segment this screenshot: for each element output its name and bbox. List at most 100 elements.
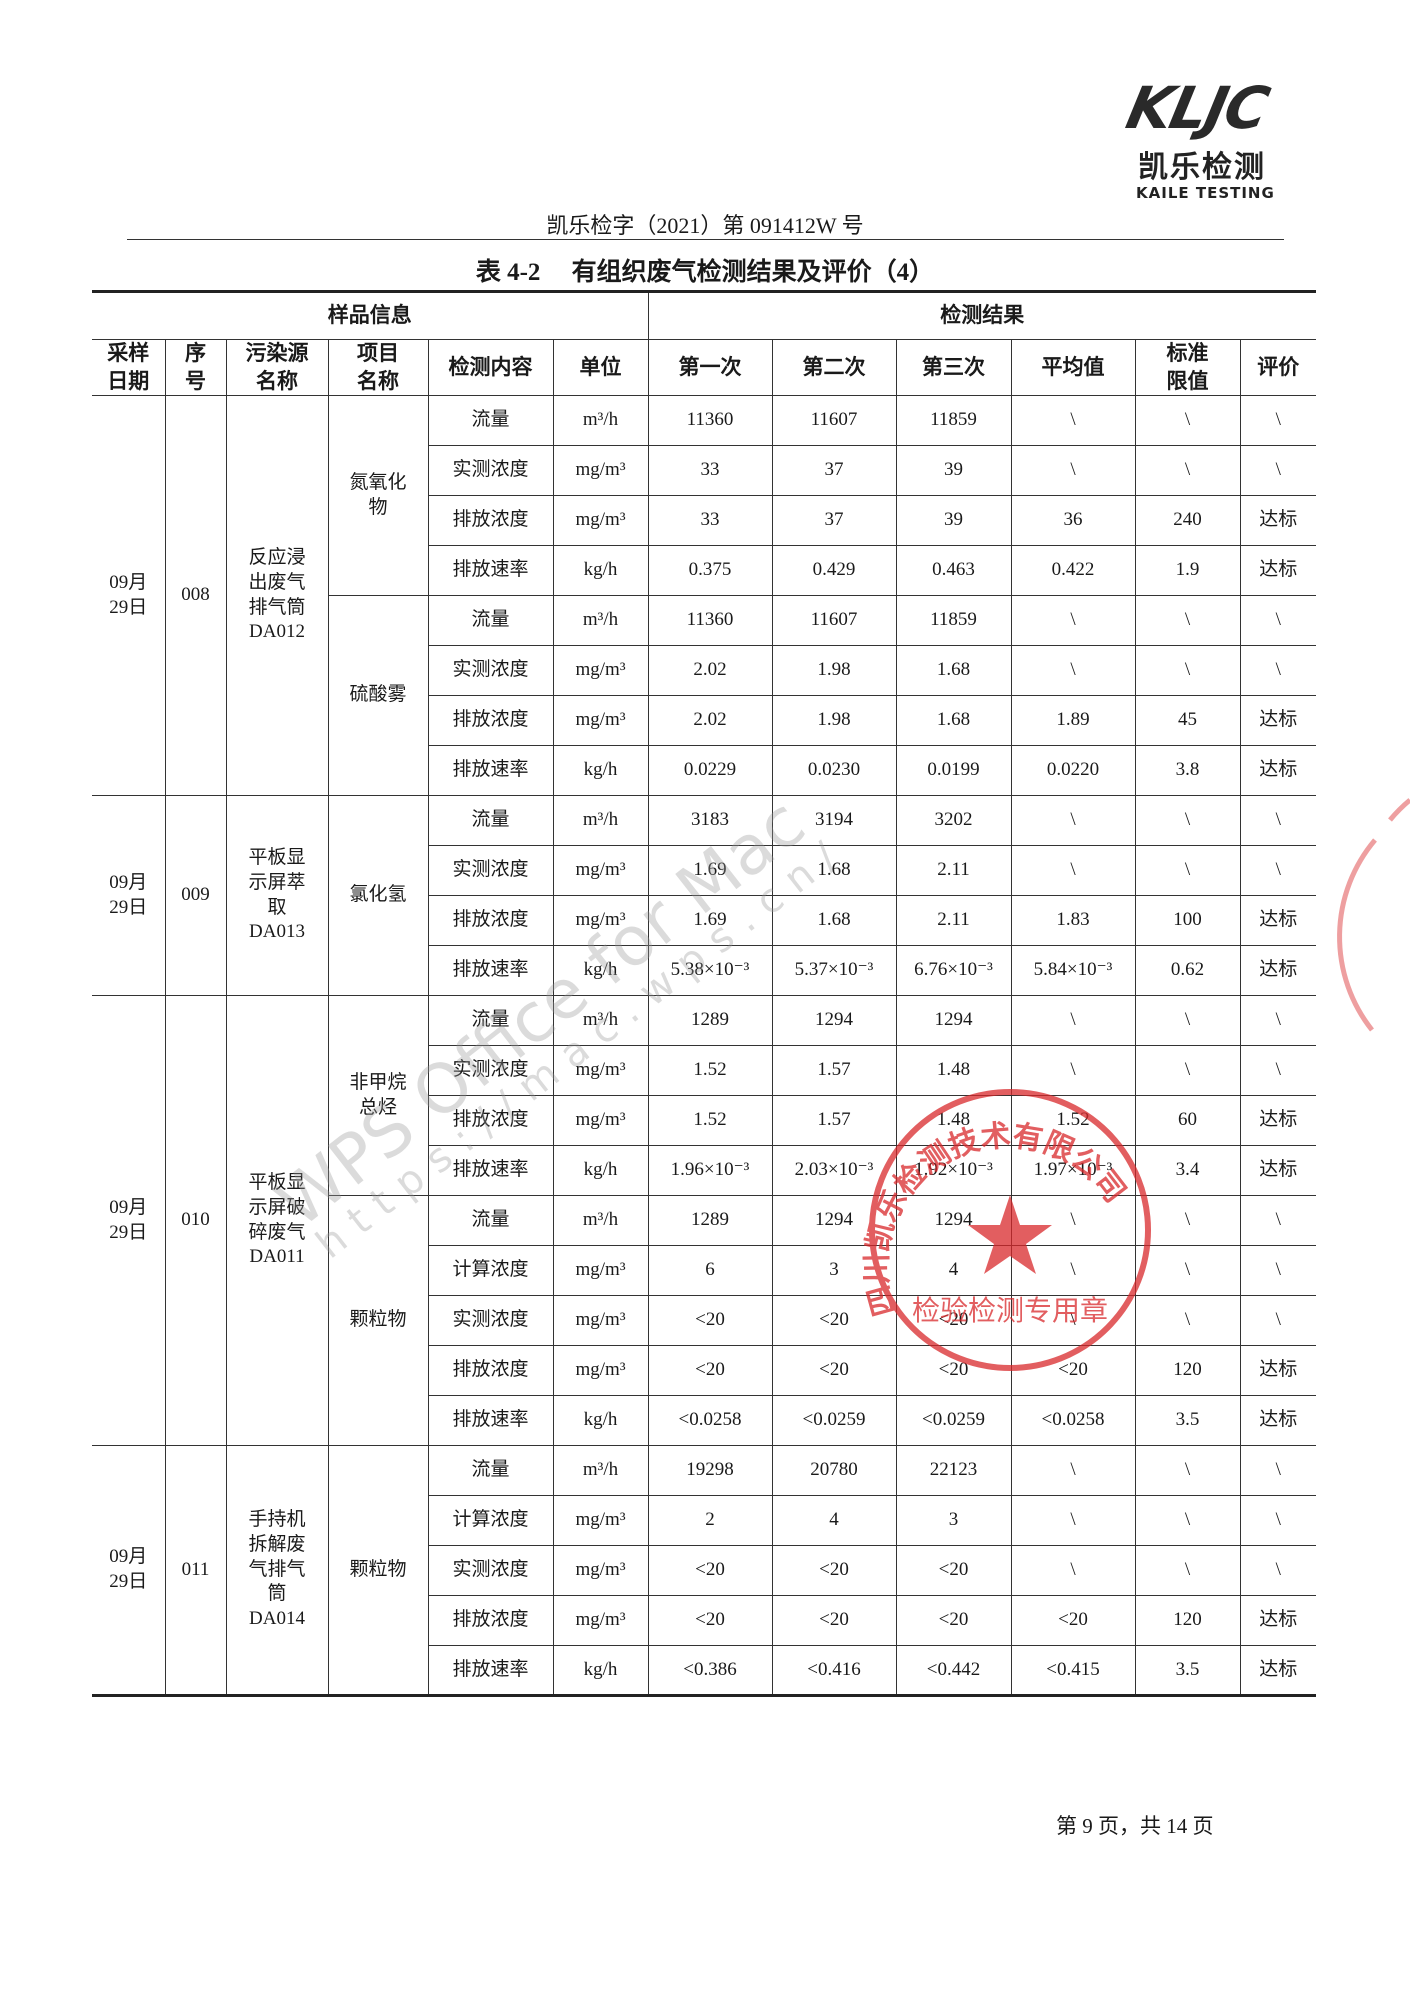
unit: m³/h xyxy=(552,995,649,1046)
result-3: 6.76×10⁻³ xyxy=(895,945,1012,996)
average: \ xyxy=(1010,645,1136,696)
test-item: 排放速率 xyxy=(428,1145,554,1196)
unit: kg/h xyxy=(552,745,649,796)
limit: 120 xyxy=(1134,1345,1241,1396)
result-1: 0.375 xyxy=(647,545,773,596)
result-2: 37 xyxy=(771,495,897,546)
test-item: 排放浓度 xyxy=(428,1095,554,1146)
result-1: 1.96×10⁻³ xyxy=(647,1145,773,1196)
table-row: 09月 29日 009 平板显 示屏萃 取 DA013 氯化氢 流量 m³/h 3183 31… xyxy=(92,795,1317,996)
table-row: 排放浓度 mg/m³ <20 <20 <20 <20 120 达标 xyxy=(92,1595,1317,1646)
source-name: 平板显 示屏萃 取 DA013 xyxy=(225,795,329,996)
unit: mg/m³ xyxy=(552,1545,649,1596)
result-1: 11360 xyxy=(647,395,773,446)
table-row: 采样 日期序 号污染源 名称 项目 名称 检测内容 单位 第一次 第二次 第三次 平均值 标准 … xyxy=(92,339,1317,396)
table-row: 计算浓度 mg/m³ 2 4 3 \ \ \ xyxy=(92,1495,1317,1546)
result-1: 1.52 xyxy=(647,1095,773,1146)
result-2: 3194 xyxy=(771,795,897,846)
table-row: 排放浓度 mg/m³ 33 37 39 36 240 达标 xyxy=(92,495,1317,546)
table-row: 排放速率 kg/h <0.386 <0.416 <0.442 <0.415 3.5 达标 xyxy=(92,1645,1317,1696)
unit: kg/h xyxy=(552,1145,649,1196)
result-1: <20 xyxy=(647,1345,773,1396)
result-3: 3 xyxy=(895,1495,1012,1546)
result-2: 1.68 xyxy=(771,845,897,896)
sample-date: 09月 29日 xyxy=(92,995,166,1446)
evaluation: 达标 xyxy=(1239,745,1317,796)
table-row: 09月 29日 008 反应浸 出废气 排气筒 DA012 氮氧化 物流量 m³/h 11… xyxy=(92,395,1317,796)
result-1: <0.0258 xyxy=(647,1395,773,1446)
result-1: 33 xyxy=(647,445,773,496)
result-1: <20 xyxy=(647,1295,773,1346)
evaluation: 达标 xyxy=(1239,695,1317,746)
evaluation: 达标 xyxy=(1239,1645,1317,1696)
average: \ xyxy=(1010,795,1136,846)
result-1: 2 xyxy=(647,1495,773,1546)
limit: 3.5 xyxy=(1134,1395,1241,1446)
unit: mg/m³ xyxy=(552,645,649,696)
result-2: <0.416 xyxy=(771,1645,897,1696)
limit: \ xyxy=(1134,1195,1241,1246)
result-3: 1.48 xyxy=(895,1045,1012,1096)
test-item: 实测浓度 xyxy=(428,445,554,496)
table-row: 09月 29日 010 平板显 示屏破 碎废气 DA011 非甲烷 总烃 流量 m³/h 1… xyxy=(92,995,1317,1446)
group-header: 样品信息 xyxy=(92,291,649,340)
evaluation: \ xyxy=(1239,1195,1317,1246)
result-3: 1.68 xyxy=(895,645,1012,696)
average: <20 xyxy=(1010,1595,1136,1646)
source-name: 平板显 示屏破 碎废气 DA011 xyxy=(225,995,329,1446)
limit: \ xyxy=(1134,1045,1241,1096)
result-2: 3 xyxy=(771,1245,897,1296)
test-item: 计算浓度 xyxy=(428,1495,554,1546)
evaluation: \ xyxy=(1239,595,1317,646)
result-3: 2.11 xyxy=(895,845,1012,896)
column-header: 序 号 xyxy=(164,339,227,396)
evaluation: \ xyxy=(1239,1245,1317,1296)
unit: kg/h xyxy=(552,545,649,596)
average: \ xyxy=(1010,1445,1136,1496)
average: \ xyxy=(1010,1195,1136,1246)
limit: \ xyxy=(1134,845,1241,896)
brand: 凯乐检测 xyxy=(1138,150,1266,185)
table-row: 硫酸雾 流量 m³/h 11360 11607 11859 \ \ \ xyxy=(92,595,1317,796)
result-1: 1.52 xyxy=(647,1045,773,1096)
result-3: <20 xyxy=(895,1295,1012,1346)
limit: \ xyxy=(1134,1445,1241,1496)
average: \ xyxy=(1010,1045,1136,1096)
result-3: 4 xyxy=(895,1245,1012,1296)
column-header: 第一次 xyxy=(647,339,773,396)
column-header: 标准 限值 xyxy=(1134,339,1241,396)
result-2: 0.0230 xyxy=(771,745,897,796)
result-3: 1294 xyxy=(895,995,1012,1046)
evaluation: \ xyxy=(1239,795,1317,846)
evaluation: 达标 xyxy=(1239,495,1317,546)
result-1: 11360 xyxy=(647,595,773,646)
evaluation: 达标 xyxy=(1239,895,1317,946)
average: 0.422 xyxy=(1010,545,1136,596)
project-name: 颗粒物 xyxy=(328,1195,429,1446)
result-1: 3183 xyxy=(647,795,773,846)
limit: \ xyxy=(1134,1545,1241,1596)
result-3: 39 xyxy=(895,445,1012,496)
unit: m³/h xyxy=(552,795,649,846)
sample-date: 09月 29日 xyxy=(92,1445,166,1696)
average: 1.83 xyxy=(1010,895,1136,946)
test-item: 实测浓度 xyxy=(428,845,554,896)
result-3: 11859 xyxy=(895,395,1012,446)
average: \ xyxy=(1010,1295,1136,1346)
unit: mg/m³ xyxy=(552,1095,649,1146)
evaluation: 达标 xyxy=(1239,1345,1317,1396)
test-item: 排放浓度 xyxy=(428,695,554,746)
test-item: 实测浓度 xyxy=(428,1045,554,1096)
project-name: 非甲烷 总烃 xyxy=(327,995,429,1196)
limit: 100 xyxy=(1134,895,1241,946)
result-3: <20 xyxy=(895,1595,1012,1646)
column-header: 单位 xyxy=(552,339,649,396)
limit: \ xyxy=(1134,595,1241,646)
unit: mg/m³ xyxy=(552,1595,649,1646)
average: 1.89 xyxy=(1010,695,1136,746)
table-row: 09月 29日 011 手持机 拆解废 气排气 筒 DA014 颗粒物 流量 m³/h 19… xyxy=(92,1445,1317,1696)
table-row: 排放浓度 mg/m³ 1.69 1.68 2.11 1.83 100 达标 xyxy=(92,895,1317,946)
result-1: 1.69 xyxy=(647,895,773,946)
result-2: 1294 xyxy=(771,1195,897,1246)
